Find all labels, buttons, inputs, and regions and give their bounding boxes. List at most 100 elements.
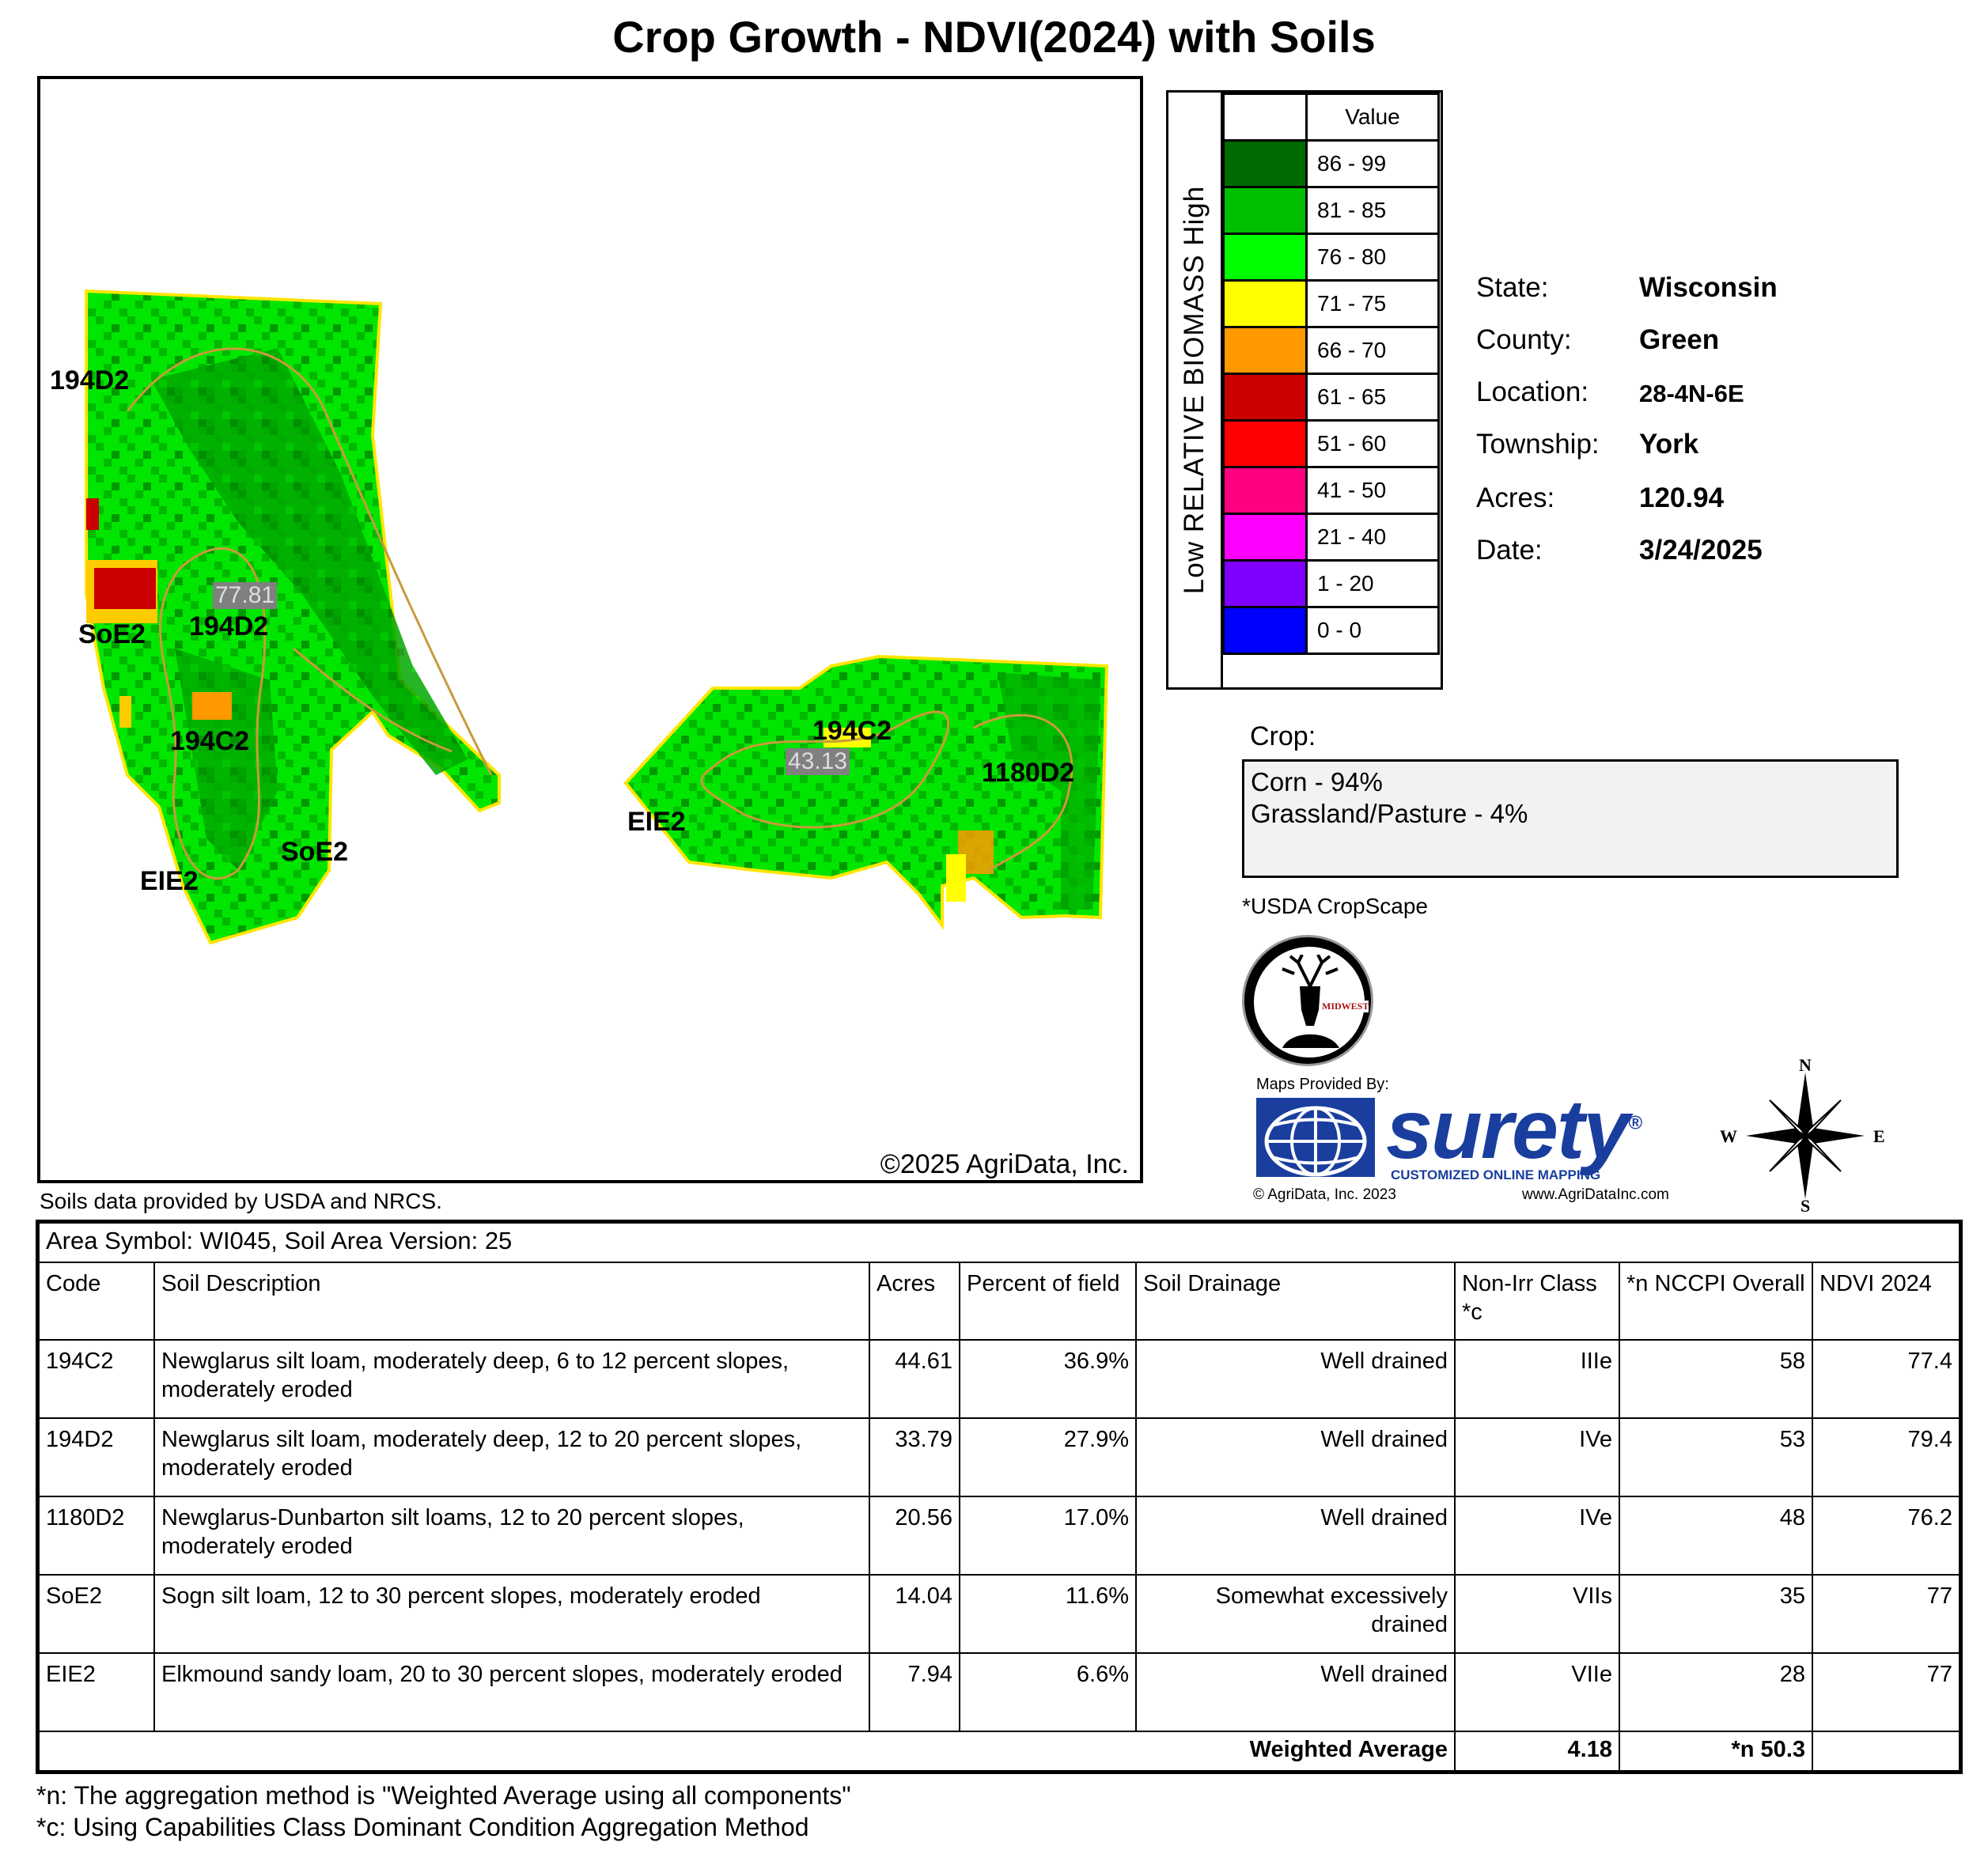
soil-label: EIE2 [627,807,686,837]
soil-drainage: Well drained [1135,1496,1456,1576]
weighted-average-label: Weighted Average [38,1731,1456,1772]
soil-acres: 44.61 [869,1339,960,1419]
legend-class-label: 51 - 60 [1305,419,1440,468]
ndvi-map[interactable]: 194D2 194D2 SoE2 194C2 SoE2 EIE2 194C2 E… [37,76,1143,1183]
legend-swatch [1222,279,1308,328]
area-symbol: Area Symbol: WI045, Soil Area Version: 2… [38,1222,1960,1263]
soil-label: 1180D2 [982,758,1075,788]
soil-drainage: Well drained [1135,1339,1456,1419]
soil-description: Newglarus silt loam, moderately deep, 12… [153,1417,870,1497]
legend-class-label: 1 - 20 [1305,559,1440,608]
soil-code: 194D2 [38,1417,155,1497]
field-right-dense [998,672,1100,910]
soil-acres: 33.79 [869,1417,960,1497]
soil-label: EIE2 [140,866,199,896]
soil-class: VIIe [1454,1652,1620,1732]
soil-description: Elkmound sandy loam, 20 to 30 percent sl… [153,1652,870,1732]
soil-drainage: Somewhat excessively drained [1135,1574,1456,1654]
soil-ndvi: 77 [1812,1574,1960,1654]
map-copyright: ©2025 AgriData, Inc. [880,1149,1129,1179]
legend-axis: Low RELATIVE BIOMASS High [1168,93,1223,687]
soil-class: VIIs [1454,1574,1620,1654]
compass-icon [1746,1073,1865,1199]
brand-tagline: CUSTOMIZED ONLINE MAPPING [1391,1167,1601,1182]
location-value: 28-4N-6E [1639,380,1744,407]
legend-swatch [1222,373,1308,422]
legend-swatch [1222,466,1308,515]
soil-code: SoE2 [38,1574,155,1654]
township-value: York [1639,429,1699,460]
legend-swatch [1222,233,1308,282]
compass-rose: N S E W [1720,1055,1885,1216]
acres-label: Acres: [1476,482,1555,513]
soil-label: SoE2 [78,619,146,649]
soil-percent: 36.9% [959,1339,1137,1419]
soil-class: IVe [1454,1496,1620,1576]
county-label: County: [1476,324,1572,355]
legend-swatch [1222,186,1308,235]
soil-nccpi: 58 [1619,1339,1813,1419]
soil-nccpi: 53 [1619,1417,1813,1497]
logo-text: MIDWEST [1322,1001,1369,1012]
county-value: Green [1639,324,1720,355]
legend-class-label: 76 - 80 [1305,233,1440,282]
crop-line: Corn - 94% [1251,767,1383,796]
soil-acres: 20.56 [869,1496,960,1576]
ndvi-value-label: 43.13 [786,748,850,775]
midwest-logo: MIDWEST [1242,935,1373,1066]
soil-label: SoE2 [281,837,349,867]
weighted-class: 4.18 [1454,1731,1620,1772]
soil-class: IIIe [1454,1339,1620,1419]
legend-header: Value [1305,93,1440,142]
surety-logo: surety® [1386,1082,1642,1178]
table-row: 194C2 Newglarus silt loam, moderately de… [38,1339,1960,1419]
legend-class-label: 41 - 50 [1305,466,1440,515]
table-row: 194D2 Newglarus silt loam, moderately de… [38,1417,1960,1497]
soil-percent: 6.6% [959,1652,1137,1732]
location-label: Location: [1476,376,1589,407]
compass-n: N [1799,1055,1812,1075]
date-value: 3/24/2025 [1639,535,1763,566]
crop-label: Crop: [1250,721,1316,751]
soil-ndvi: 77.4 [1812,1339,1960,1419]
soil-drainage: Well drained [1135,1652,1456,1732]
township-label: Township: [1476,429,1600,460]
legend-class-label: 21 - 40 [1305,513,1440,562]
globe-icon [1256,1098,1375,1177]
legend-class-label: 0 - 0 [1305,606,1440,655]
table-row: SoE2 Sogn silt loam, 12 to 30 percent sl… [38,1574,1960,1654]
soil-description: Newglarus-Dunbarton silt loams, 12 to 20… [153,1496,870,1576]
footnote: *c: Using Capabilities Class Dominant Co… [36,1813,809,1841]
soil-class: IVe [1454,1417,1620,1497]
acres-value: 120.94 [1639,482,1725,513]
soil-acres: 14.04 [869,1574,960,1654]
soil-description: Sogn silt loam, 12 to 30 percent slopes,… [153,1574,870,1654]
ndvi-legend: Low RELATIVE BIOMASS High Value 86 - 99 … [1166,90,1443,690]
col-header: Code [38,1262,155,1341]
soil-label: 194C2 [170,726,250,756]
compass-s: S [1801,1196,1811,1216]
table-row: EIE2 Elkmound sandy loam, 20 to 30 perce… [38,1652,1960,1732]
col-header: Non-Irr Class *c [1454,1262,1620,1341]
soil-code: EIE2 [38,1652,155,1732]
footnote: *n: The aggregation method is "Weighted … [36,1781,851,1810]
deer-icon [1282,955,1339,1048]
soil-nccpi: 48 [1619,1496,1813,1576]
soil-percent: 27.9% [959,1417,1137,1497]
legend-class-label: 81 - 85 [1305,186,1440,235]
col-header: Soil Description [153,1262,870,1341]
table-footer: Weighted Average 4.18 *n 50.3 [38,1731,1960,1772]
col-header: Percent of field [959,1262,1137,1341]
legend-class-label: 61 - 65 [1305,373,1440,422]
weighted-nccpi: *n 50.3 [1619,1731,1813,1772]
soil-nccpi: 28 [1619,1652,1813,1732]
table-row: 1180D2 Newglarus-Dunbarton silt loams, 1… [38,1496,1960,1576]
legend-swatch [1222,326,1308,375]
legend-swatch [1222,606,1308,655]
legend-swatch [1222,513,1308,562]
legend-axis-label: Low RELATIVE BIOMASS High [1179,185,1210,595]
legend-swatch [1222,559,1308,608]
agridata-url[interactable]: www.AgriDataInc.com [1522,1186,1669,1203]
map-canvas[interactable] [40,79,1140,1180]
soil-label: 194D2 [189,611,269,641]
